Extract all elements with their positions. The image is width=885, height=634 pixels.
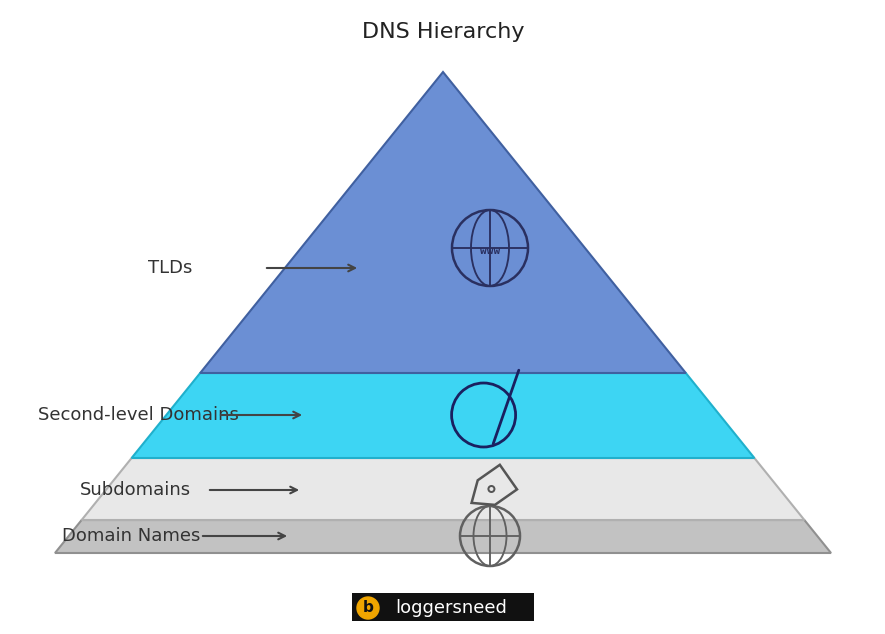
Text: www: www <box>480 246 500 256</box>
FancyBboxPatch shape <box>352 593 534 621</box>
Polygon shape <box>200 72 686 373</box>
Text: Second-level Domains: Second-level Domains <box>38 406 239 424</box>
Text: Subdomains: Subdomains <box>80 481 191 499</box>
Polygon shape <box>81 458 804 520</box>
Text: b: b <box>363 600 373 616</box>
Text: loggersneed: loggersneed <box>395 599 507 617</box>
Text: DNS Hierarchy: DNS Hierarchy <box>362 22 524 42</box>
Text: Domain Names: Domain Names <box>62 527 200 545</box>
Polygon shape <box>132 373 754 458</box>
Circle shape <box>357 597 379 619</box>
Text: TLDs: TLDs <box>148 259 192 277</box>
Polygon shape <box>55 520 831 553</box>
